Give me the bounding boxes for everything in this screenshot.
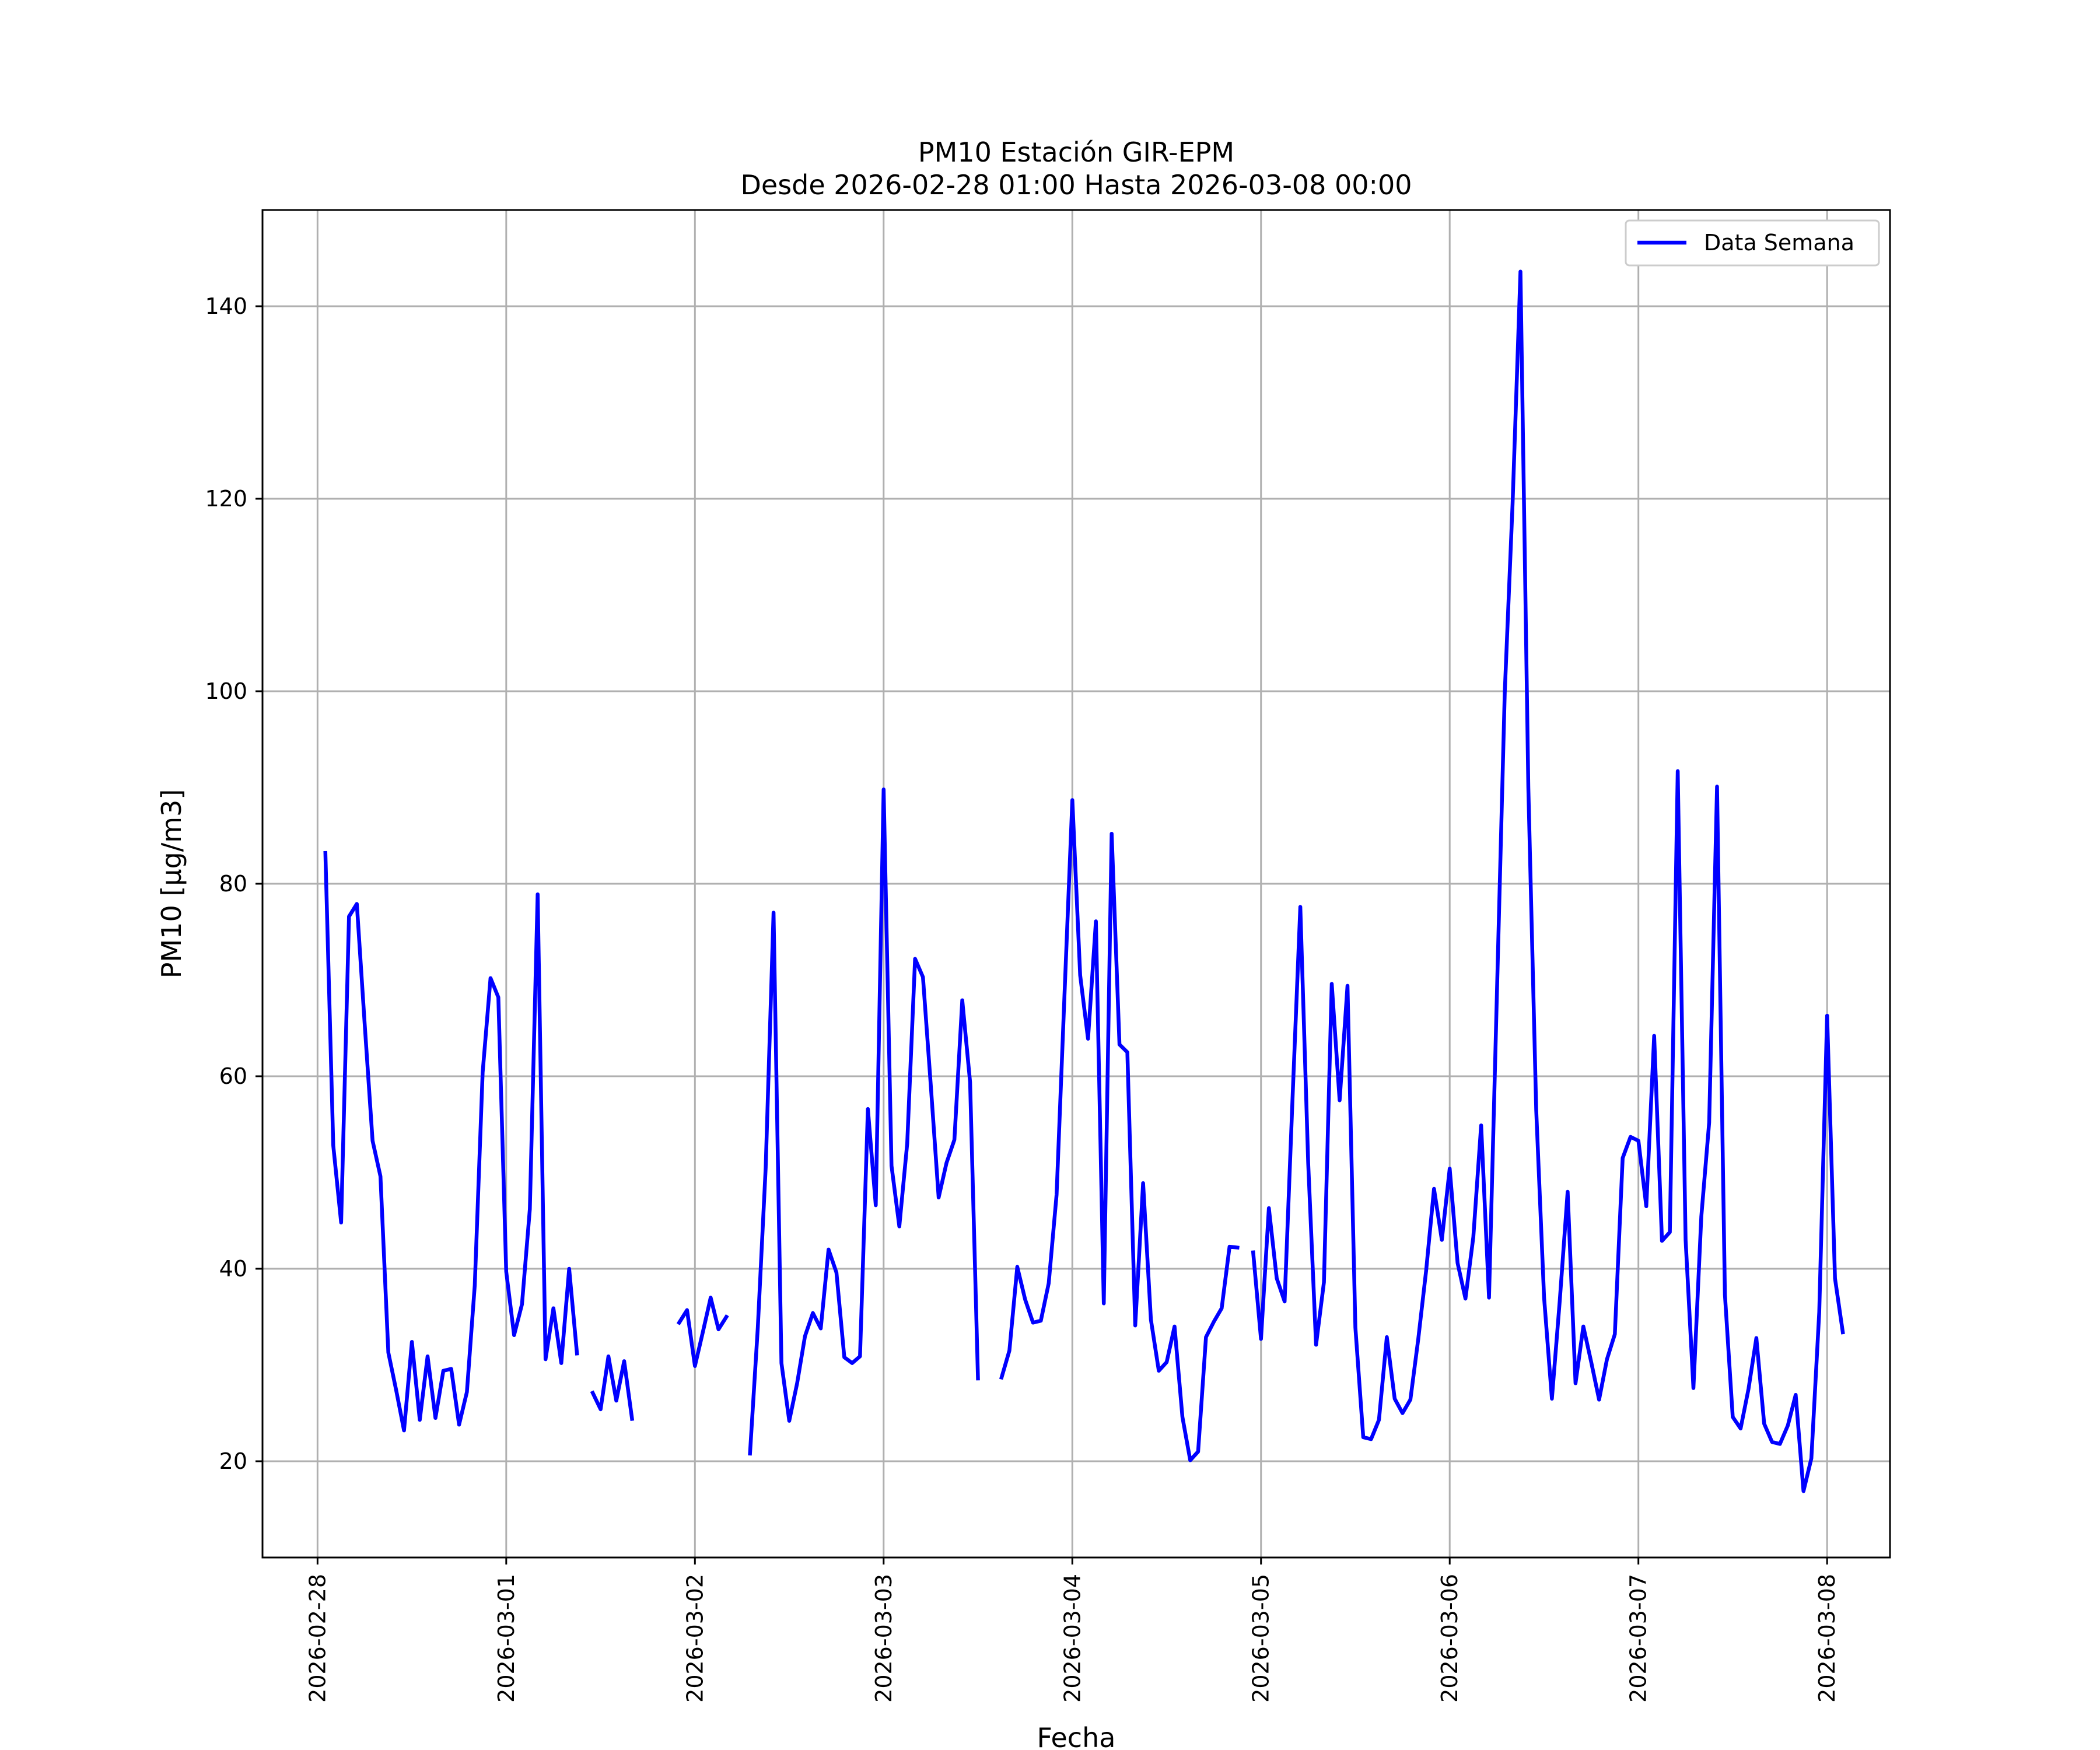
y-tick-label: 20 bbox=[219, 1448, 247, 1474]
x-tick-label: 2026-03-02 bbox=[682, 1574, 708, 1703]
y-tick-label: 120 bbox=[205, 486, 247, 512]
y-axis-label: PM10 [μg/m3] bbox=[156, 789, 187, 979]
x-tick-label: 2026-03-01 bbox=[494, 1574, 519, 1703]
x-tick-label: 2026-02-28 bbox=[304, 1574, 330, 1703]
y-tick-label: 80 bbox=[219, 871, 247, 897]
chart-title: PM10 Estación GIR-EPM bbox=[918, 136, 1234, 168]
series-layer bbox=[323, 270, 1845, 1493]
x-tick-label: 2026-03-03 bbox=[871, 1574, 897, 1703]
x-axis-label: Fecha bbox=[1037, 1722, 1116, 1750]
x-tick-label: 2026-03-07 bbox=[1626, 1574, 1651, 1703]
legend-label: Data Semana bbox=[1704, 230, 1854, 256]
x-tick-label: 2026-03-05 bbox=[1248, 1574, 1274, 1703]
y-tick-label: 100 bbox=[205, 678, 247, 704]
legend-box bbox=[1625, 219, 1880, 267]
series-line-data-semana bbox=[323, 270, 1845, 1493]
legend: Data Semana bbox=[1625, 219, 1880, 267]
x-tick-label: 2026-03-08 bbox=[1814, 1574, 1840, 1703]
y-tick-label: 40 bbox=[219, 1256, 247, 1282]
y-tick-label: 140 bbox=[205, 293, 247, 319]
y-tick-label: 60 bbox=[219, 1063, 247, 1089]
x-tick-label: 2026-03-06 bbox=[1437, 1574, 1462, 1703]
x-tick-label: 2026-03-04 bbox=[1059, 1574, 1085, 1703]
chart-subtitle: Desde 2026-02-28 01:00 Hasta 2026-03-08 … bbox=[740, 169, 1412, 201]
axis-ticks: 20 40 60 80 100 120 140 2026-02-28 2026-03-01 202… bbox=[205, 293, 1840, 1703]
